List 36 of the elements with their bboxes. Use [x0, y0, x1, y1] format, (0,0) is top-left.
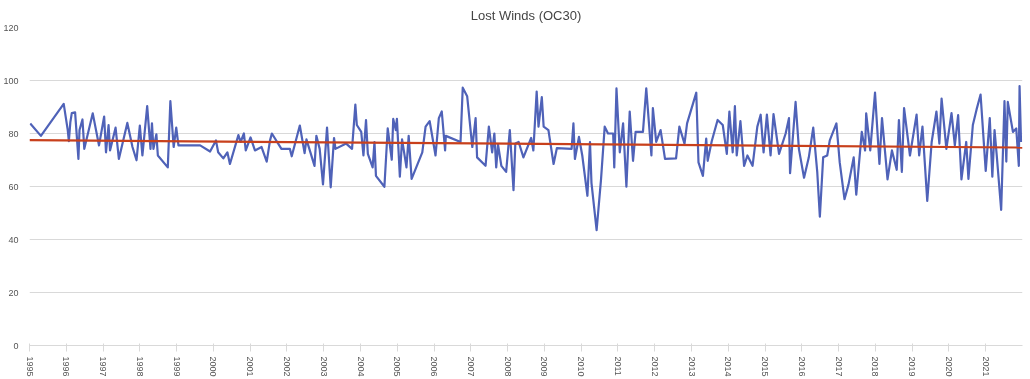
y-tick-label: 0	[13, 340, 19, 351]
x-tick-label: 2006	[429, 356, 440, 377]
y-tick-label: 100	[3, 75, 19, 86]
x-tick-label: 2015	[760, 356, 771, 377]
chart-title: Lost Winds (OC30)	[470, 7, 582, 23]
x-tick-label: 1995	[24, 356, 35, 377]
x-tick-label: 1999	[171, 356, 182, 377]
x-tick-label: 2020	[943, 356, 954, 377]
x-tick-label: 2002	[281, 356, 292, 377]
x-tick-label: 2007	[465, 356, 476, 377]
x-tick-label: 2000	[208, 356, 219, 377]
line-series	[29, 84, 1023, 232]
x-tick-label: 2004	[355, 356, 366, 377]
x-tick-label: 2021	[980, 356, 991, 377]
x-tick-label: 2017	[833, 356, 844, 377]
x-tick-label: 2013	[686, 356, 697, 377]
x-tick-label: 1998	[134, 356, 145, 377]
x-tick-label: 2018	[870, 356, 881, 377]
x-tick-label: 2019	[907, 356, 918, 377]
x-tick-label: 2010	[576, 356, 587, 377]
x-tick-label: 2001	[245, 356, 256, 377]
x-tick-label: 2005	[392, 356, 403, 377]
y-tick-label: 40	[8, 234, 19, 245]
x-tick-label: 2016	[796, 356, 807, 377]
y-tick-label: 80	[8, 128, 19, 139]
x-tick-label: 2008	[502, 356, 513, 377]
y-tick-label: 20	[8, 287, 19, 298]
x-tick-label: 2003	[318, 356, 329, 377]
y-tick-label: 120	[3, 22, 19, 33]
x-tick-label: 2012	[649, 356, 660, 377]
x-tick-label: 2011	[612, 356, 623, 376]
x-tick-label: 2009	[539, 356, 550, 377]
x-tick-label: 1996	[61, 356, 72, 377]
x-tick-label: 2014	[723, 356, 734, 377]
y-tick-label: 60	[8, 181, 19, 192]
x-tick-label: 1997	[98, 356, 109, 377]
